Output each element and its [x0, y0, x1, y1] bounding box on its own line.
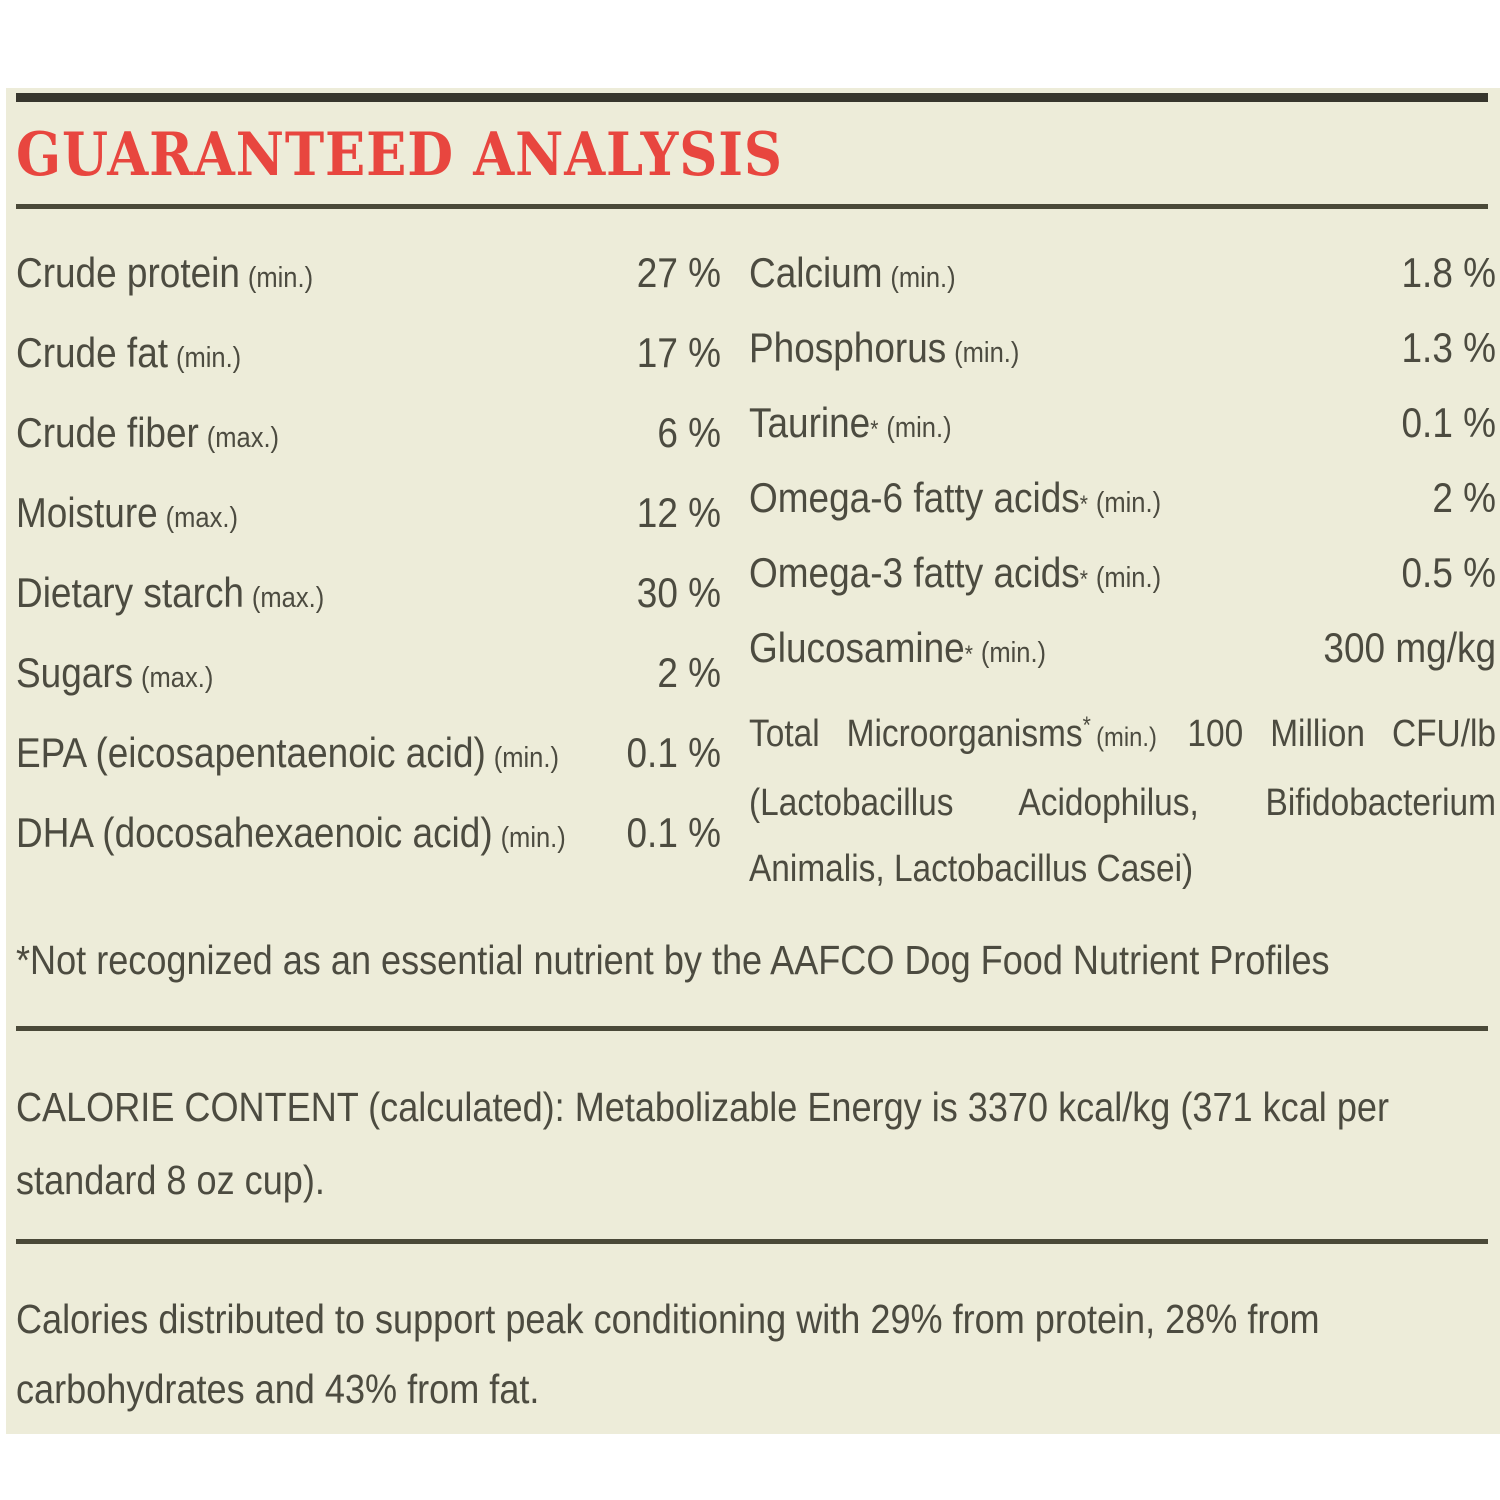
nutrient-column-left: Crude protein (min.) 27 % Crude fat (min.)… — [16, 247, 721, 902]
nutrient-label: Crude fat — [16, 329, 169, 376]
nutrient-qualifier: (max.) — [206, 422, 280, 454]
nutrient-row-omega-3: Omega-3 fatty acids * (min.) 0.5 % — [749, 547, 1496, 622]
nutrient-value: 300 mg/kg — [1323, 624, 1497, 671]
nutrient-label: Total Microorganisms — [749, 713, 1083, 755]
nutrient-value: 0.1 % — [626, 729, 722, 776]
nutrient-qualifier: (min.) — [493, 742, 559, 774]
nutrient-qualifier: (max.) — [141, 662, 214, 694]
nutrient-value: 2 % — [657, 649, 722, 696]
nutrient-row-dietary-starch: Dietary starch (max.) 30 % — [16, 567, 721, 647]
nutrient-label: Crude protein — [16, 249, 240, 296]
nutrient-row-omega-6: Omega-6 fatty acids * (min.) 2 % — [749, 472, 1496, 547]
nutrient-row-calcium: Calcium (min.) 1.8 % — [749, 247, 1496, 322]
nutrient-value: 30 % — [636, 569, 722, 616]
nutrient-label: Omega-3 fatty acids — [749, 549, 1080, 596]
nutrient-qualifier: (max.) — [251, 582, 325, 614]
nutrient-label: Dietary starch — [16, 569, 244, 616]
nutrient-row-glucosamine: Glucosamine * (min.) 300 mg/kg — [749, 622, 1496, 697]
nutrient-qualifier: (min.) — [1095, 562, 1162, 594]
nutrient-value: 0.1 % — [1401, 399, 1497, 446]
calorie-content-statement: CALORIE CONTENT (calculated): Metaboliza… — [16, 1084, 1389, 1203]
nutrient-qualifier: (min.) — [1095, 487, 1162, 519]
nutrient-table: Crude protein (min.) 27 % Crude fat (min.)… — [16, 247, 1496, 902]
aafco-footnote: *Not recognized as an essential nutrient… — [16, 937, 1330, 983]
nutrient-value: 2 % — [1432, 474, 1497, 521]
nutrient-value: 12 % — [636, 489, 722, 536]
nutrient-label: Sugars — [16, 649, 134, 696]
nutrient-value: 1.3 % — [1401, 324, 1497, 371]
nutrient-label: DHA (docosahexaenoic acid) — [16, 809, 493, 856]
nutrient-label: Omega-6 fatty acids — [749, 474, 1080, 521]
nutrient-value: 100 Million CFU/lb — [1187, 713, 1497, 755]
nutrient-row-taurine: Taurine * (min.) 0.1 % — [749, 397, 1496, 472]
nutrient-qualifier: (min.) — [890, 262, 956, 294]
nutrient-label: EPA (eicosapentaenoic acid) — [16, 729, 486, 776]
divider — [16, 1026, 1488, 1031]
nutrient-row-crude-fiber: Crude fiber (max.) 6 % — [16, 407, 721, 487]
nutrient-qualifier: (min.) — [175, 342, 242, 374]
title-divider — [16, 204, 1488, 209]
nutrient-value: 27 % — [636, 249, 722, 296]
nutrient-qualifier: (min.) — [500, 822, 566, 854]
nutrient-label: Glucosamine — [749, 624, 965, 671]
nutrient-value: 1.8 % — [1401, 249, 1497, 296]
nutrient-qualifier: (min.) — [247, 262, 314, 294]
nutrient-row-moisture: Moisture (max.) 12 % — [16, 487, 721, 567]
divider — [16, 1239, 1488, 1244]
nutrient-value: 17 % — [636, 329, 722, 376]
nutrient-label: Crude fiber — [16, 409, 199, 456]
nutrient-qualifier: (min.) — [980, 637, 1047, 669]
nutrient-label: Moisture — [16, 489, 158, 536]
nutrient-qualifier: (min.) — [1096, 722, 1157, 752]
nutrient-row-crude-protein: Crude protein (min.) 27 % — [16, 247, 721, 327]
nutrient-column-right: Calcium (min.) 1.8 % Phosphorus (min.) 1.3… — [749, 247, 1496, 902]
nutrient-label: Calcium — [749, 249, 883, 296]
nutrient-qualifier: (min.) — [954, 337, 1020, 369]
top-rule — [16, 93, 1488, 102]
nutrient-row-crude-fat: Crude fat (min.) 17 % — [16, 327, 721, 407]
nutrient-value: 6 % — [657, 409, 722, 456]
nutrient-row-epa: EPA (eicosapentaenoic acid) (min.) 0.1 % — [16, 727, 721, 807]
nutrient-detail: (Lactobacillus Acidophilus, Bifidobacter… — [749, 782, 1497, 890]
nutrient-label: Phosphorus — [749, 324, 947, 371]
nutrient-value: 0.1 % — [626, 809, 722, 856]
nutrient-row-total-microorganisms: Total Microorganisms* (min.) 100 Million … — [749, 701, 1496, 902]
section-title: GUARANTEED ANALYSIS — [16, 120, 783, 190]
nutrient-label: Taurine — [749, 399, 871, 446]
nutrient-qualifier: (min.) — [886, 412, 952, 444]
nutrient-qualifier: (max.) — [165, 502, 238, 534]
asterisk-marker: * — [1082, 711, 1091, 739]
calorie-distribution-statement: Calories distributed to support peak con… — [16, 1296, 1320, 1412]
nutrient-row-dha: DHA (docosahexaenoic acid) (min.) 0.1 % — [16, 807, 721, 887]
guaranteed-analysis-panel: GUARANTEED ANALYSIS Crude protein (min.) … — [6, 88, 1500, 1434]
nutrient-row-phosphorus: Phosphorus (min.) 1.3 % — [749, 322, 1496, 397]
nutrient-row-sugars: Sugars (max.) 2 % — [16, 647, 721, 727]
nutrient-value: 0.5 % — [1401, 549, 1497, 596]
